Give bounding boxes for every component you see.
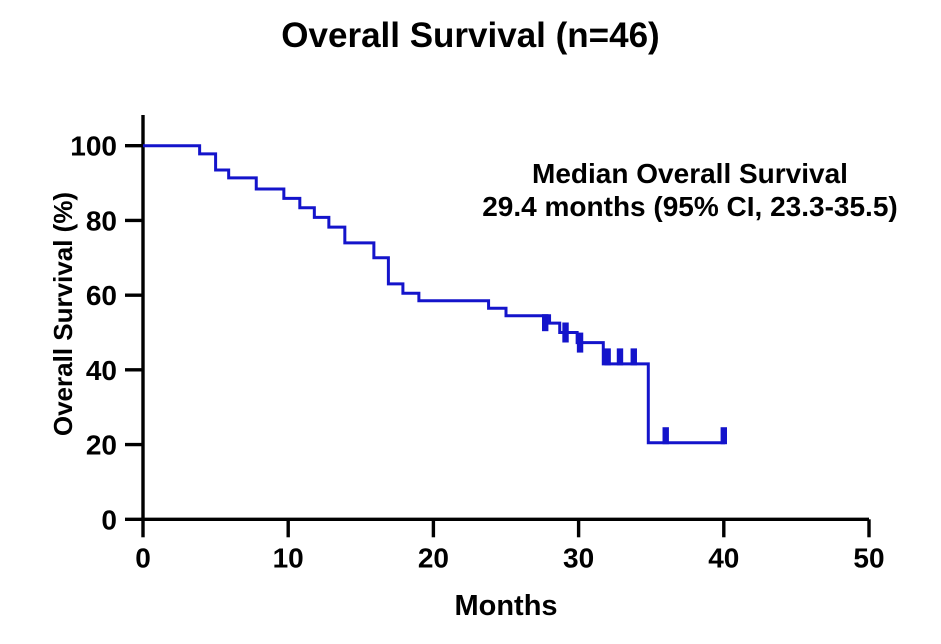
censor-tick [616,348,624,366]
x-tick-label: 30 [563,542,594,573]
x-axis-title: Months [454,590,558,622]
annotation-line-1: Median Overall Survival [532,158,848,189]
y-tick-label: 40 [86,355,117,386]
survival-curve [143,144,726,445]
median-survival-annotation: Median Overall Survival 29.4 months (95%… [440,157,940,223]
censor-tick [562,322,569,343]
x-tick-label: 40 [708,542,739,573]
annotation-line-2: 29.4 months (95% CI, 23.3-35.5) [482,191,898,222]
chart-title: Overall Survival (n=46) [281,16,660,55]
censor-tick [662,427,669,445]
y-tick-label: 60 [86,280,117,311]
censor-tick [542,314,549,332]
censor-tick [576,332,584,353]
x-tick-label: 0 [135,542,151,573]
y-tick-label: 80 [86,205,117,236]
x-tick-label: 50 [853,542,884,573]
censor-tick [720,427,727,445]
x-tick-label: 10 [273,542,304,573]
x-tick-label: 20 [418,542,449,573]
y-tick-label: 100 [70,131,117,162]
censor-tick [604,348,611,366]
y-tick-label: 0 [101,504,117,535]
y-tick-label: 20 [86,430,117,461]
censor-tick [630,348,637,366]
